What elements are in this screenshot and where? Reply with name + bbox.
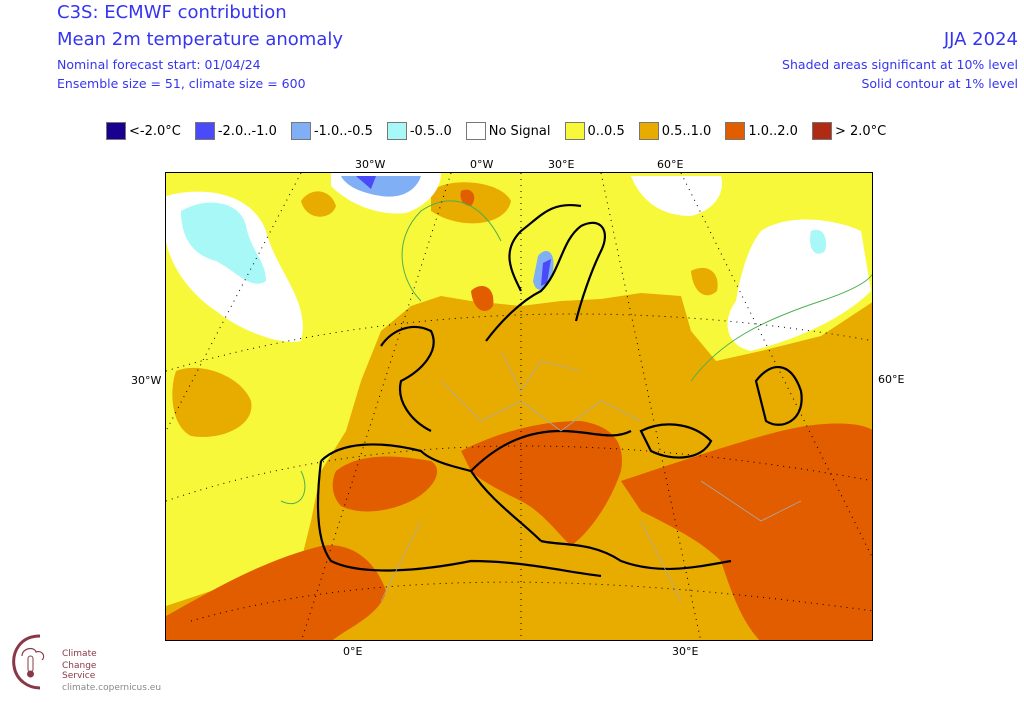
legend-swatch [638,122,659,140]
region-neg-small [181,202,827,284]
region-neg-small [341,176,554,290]
legend-item: 1.0..2.0 [725,122,798,140]
title: C3S: ECMWF contribution [57,2,287,23]
ensemble-info: Ensemble size = 51, climate size = 600 [57,76,306,91]
legend-swatch [386,122,407,140]
thermometer-cloud-icon [12,634,45,690]
region-no-signal [727,219,871,351]
significance-note: Shaded areas significant at 10% level [782,57,1018,72]
legend-item: 0.5..1.0 [638,122,712,140]
legend-item: No Signal [465,122,551,140]
lon-label: 0°W [470,158,494,171]
legend-swatch [106,122,126,140]
subtitle: Mean 2m temperature anomaly [57,29,344,50]
legend-label: > 2.0°C [834,123,887,139]
lon-label: 0°E [343,645,363,658]
forecast-start: Nominal forecast start: 01/04/24 [57,57,261,72]
lon-label: 30°E [548,158,575,171]
significance-contours [280,200,875,505]
legend-label: 0.5..1.0 [661,123,712,139]
graticule [165,172,875,643]
legend-item: > 2.0°C [811,122,887,140]
legend-swatch [811,122,832,140]
legend-item: 0..0.5 [564,122,625,140]
lon-label: 30°W [355,158,386,171]
lon-label: 30°E [672,645,699,658]
region-orange [332,456,438,512]
legend-label: <-2.0°C [129,123,181,139]
copernicus-logo: Climate Change Service climate.copernicu… [10,632,161,696]
lon-label: 30°W [131,374,162,387]
legend-label: No Signal [488,123,551,139]
legend-label: -0.5..0 [409,123,452,139]
legend-label: -1.0..-0.5 [313,123,373,139]
legend-swatch [290,122,311,140]
logo-name-line1: Climate [62,649,97,659]
legend-swatch [725,122,746,140]
season: JJA 2024 [943,29,1018,50]
contour-note: Solid contour at 1% level [861,76,1018,91]
legend-swatch [194,122,215,140]
region-gold-atlantic [172,367,252,437]
legend-label: 1.0..2.0 [748,123,798,139]
legend-swatch [564,122,585,140]
legend-item: <-2.0°C [106,122,181,140]
legend-item: -1.0..-0.5 [290,122,373,140]
logo-url: climate.copernicus.eu [62,683,162,693]
legend-label: -2.0..-1.0 [217,123,277,139]
region-orange [461,421,622,546]
legend-item: -2.0..-1.0 [194,122,277,140]
country-borders [380,350,802,602]
region-orange [460,189,494,311]
legend-label: 0..0.5 [587,123,625,139]
region-orange [621,423,874,642]
lon-label: 60°E [657,158,684,171]
region-orange [166,545,386,642]
legend: <-2.0°C -2.0..-1.0 -1.0..-0.5 -0.5..0 No Sig… [106,122,900,140]
anomaly-map [165,172,875,643]
region-gold-north [301,182,718,296]
logo-name-line2: Change Service [62,661,97,681]
legend-swatch [465,122,486,140]
lon-label: 60°E [878,373,905,386]
coastlines [316,203,803,578]
region-no-signal [631,176,722,216]
legend-item: -0.5..0 [386,122,452,140]
